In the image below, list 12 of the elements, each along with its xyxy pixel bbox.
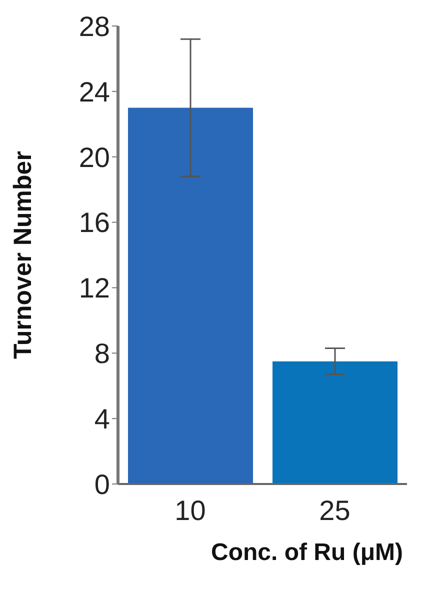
y-tick-label: 24: [78, 76, 110, 108]
y-tick-label: 16: [78, 207, 110, 238]
y-tick-label: 12: [78, 272, 110, 304]
y-tick-label: 28: [78, 10, 110, 42]
y-tick-label: 0: [94, 468, 110, 500]
y-tick-label: 20: [78, 142, 110, 173]
y-axis-title: Turnover Number: [8, 150, 37, 359]
y-tick-label: 8: [94, 338, 110, 370]
x-axis-title: Conc. of Ru (μM): [211, 539, 403, 566]
x-tick-label: 25: [319, 494, 350, 526]
y-tick-label: 4: [94, 404, 110, 435]
x-tick-label: 10: [174, 494, 206, 526]
